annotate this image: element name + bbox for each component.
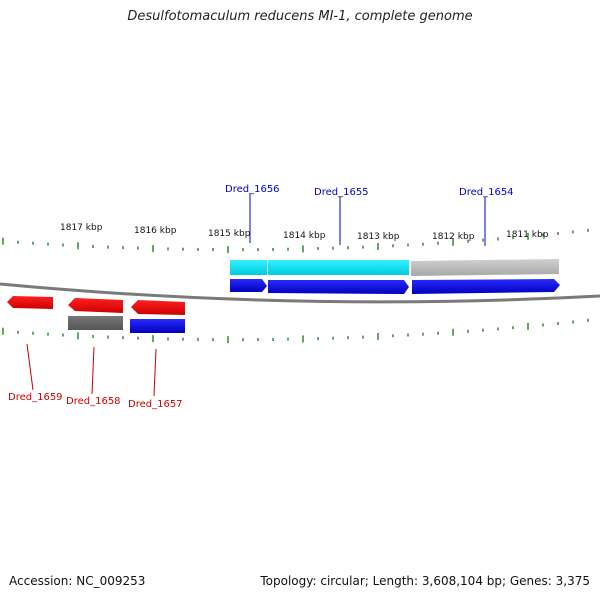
gene-arrow-dred-1655[interactable]	[268, 280, 409, 294]
cds-bar-dred-1657[interactable]	[130, 319, 185, 333]
scale-label-1811: 1811 kbp	[506, 230, 549, 240]
map-title: Desulfotomaculum reducens MI-1, complete…	[127, 9, 473, 24]
gene-label-dred-1656[interactable]: Dred_1656	[225, 184, 280, 195]
gene-arrow-dred-1657[interactable]	[131, 300, 185, 315]
label-line-dred-1658	[91, 346, 95, 395]
gene-label-dred-1657[interactable]: Dred_1657	[128, 399, 183, 410]
cds-bar-dred-1658[interactable]	[68, 316, 123, 330]
cds-bar-dred-1656[interactable]	[230, 260, 267, 275]
accession-text: Accession: NC_009253	[9, 574, 146, 588]
gene-arrow-dred-1656[interactable]	[230, 279, 267, 292]
scale-ticks-inner	[2, 318, 589, 344]
genome-summary-text: Topology: circular; Length: 3,608,104 bp…	[260, 574, 590, 588]
scale-label-1815: 1815 kbp	[208, 229, 251, 239]
gene-arrow-dred-1658[interactable]	[68, 298, 123, 313]
scale-label-1812: 1812 kbp	[432, 232, 475, 242]
cds-bar-dred-1655[interactable]	[268, 260, 409, 275]
scale-label-1816: 1816 kbp	[134, 226, 177, 236]
label-line-dred-1657	[153, 348, 157, 397]
scale-label-1814: 1814 kbp	[283, 231, 326, 241]
gene-label-dred-1658[interactable]: Dred_1658	[66, 396, 121, 407]
gene-arrow-dred-1659[interactable]	[7, 296, 53, 309]
scale-label-1817: 1817 kbp	[60, 223, 103, 233]
label-line-dred-1659	[26, 343, 34, 391]
gene-label-dred-1654[interactable]: Dred_1654	[459, 187, 514, 198]
scale-label-1813: 1813 kbp	[357, 232, 400, 242]
scale-ticks-outer	[2, 228, 589, 254]
gene-label-dred-1659[interactable]: Dred_1659	[8, 392, 63, 403]
gene-label-dred-1655[interactable]: Dred_1655	[314, 187, 369, 198]
cds-bar-dred-1654[interactable]	[411, 259, 559, 276]
genome-backbone	[0, 282, 600, 304]
gene-arrow-dred-1654[interactable]	[412, 279, 560, 294]
